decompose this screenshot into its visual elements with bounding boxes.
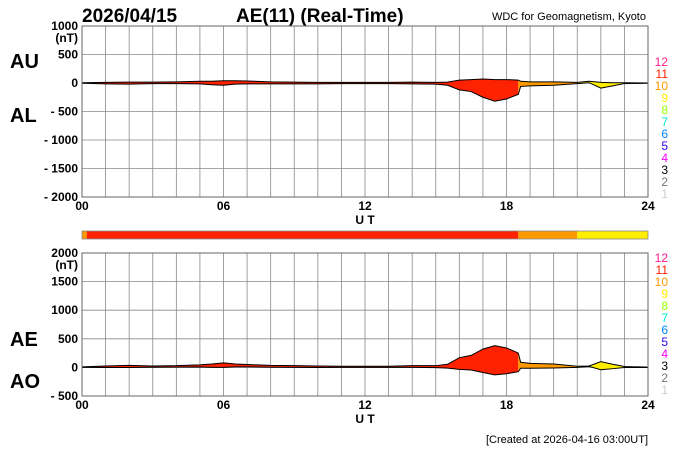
- upper-curve: [81, 78, 649, 84]
- unit-label: (nT): [55, 258, 78, 272]
- station-legend-6: 6: [661, 323, 668, 337]
- plot-frame: [81, 25, 649, 198]
- station-legend-9: 9: [661, 91, 668, 105]
- station-legend-6: 6: [661, 127, 668, 141]
- station-bar-segment: [577, 231, 648, 239]
- station-legend-11: 11: [656, 263, 669, 277]
- chart-title: AE(11) (Real-Time): [236, 6, 404, 27]
- x-tick-label: 18: [500, 398, 514, 412]
- station-bar-segment: [86, 231, 519, 239]
- station-legend-11: 11: [656, 67, 669, 81]
- station-legend-10: 10: [655, 275, 669, 289]
- station-legend-3: 3: [661, 359, 668, 373]
- plot-frame: [81, 252, 649, 397]
- y-tick-label: 1500: [51, 275, 78, 289]
- series-label-ao: AO: [10, 371, 40, 393]
- station-legend-5: 5: [661, 139, 668, 153]
- y-tick-label: - 500: [51, 105, 79, 119]
- y-tick-label: - 1500: [44, 162, 78, 176]
- station-legend-3: 3: [661, 163, 668, 177]
- y-tick-label: 500: [58, 332, 78, 346]
- station-legend-5: 5: [661, 335, 668, 349]
- x-tick-label: 12: [358, 199, 372, 213]
- y-tick-label: 2000: [51, 246, 78, 260]
- area-segment: [518, 353, 578, 372]
- station-legend-10: 10: [655, 79, 669, 93]
- x-tick-label: 24: [641, 199, 655, 213]
- x-tick-label: 24: [641, 398, 655, 412]
- station-legend-8: 8: [661, 103, 668, 117]
- y-tick-label: - 1000: [44, 133, 78, 147]
- x-tick-label: 06: [217, 199, 231, 213]
- x-tick-label: 00: [75, 199, 89, 213]
- upper-curve: [81, 345, 649, 368]
- station-legend-4: 4: [661, 151, 668, 165]
- station-legend-1: 1: [661, 187, 668, 201]
- y-tick-label: 500: [58, 48, 78, 62]
- unit-label: (nT): [55, 31, 78, 45]
- lower-curve: [81, 365, 648, 376]
- x-tick-label: 12: [358, 398, 372, 412]
- x-axis-label: U T: [355, 213, 375, 227]
- station-bar-segment: [518, 231, 578, 239]
- station-legend-4: 4: [661, 347, 668, 361]
- series-label-ae: AE: [10, 329, 38, 351]
- y-tick-label: - 2000: [44, 190, 78, 204]
- area-segment: [518, 80, 578, 95]
- date-label: 2026/04/15: [82, 6, 178, 27]
- created-label: [Created at 2026-04-16 03:00UT]: [486, 434, 648, 446]
- station-legend-2: 2: [661, 175, 668, 189]
- series-label-au: AU: [10, 51, 39, 73]
- x-tick-label: 18: [500, 199, 514, 213]
- station-bar-frame: [81, 230, 649, 240]
- x-tick-label: 00: [75, 398, 89, 412]
- x-tick-label: 06: [217, 398, 231, 412]
- station-bar-segment: [82, 231, 87, 239]
- source-label: WDC for Geomagnetism, Kyoto: [492, 11, 646, 23]
- station-legend-8: 8: [661, 299, 668, 313]
- station-legend-1: 1: [661, 383, 668, 397]
- station-legend-9: 9: [661, 287, 668, 301]
- station-legend-7: 7: [661, 115, 668, 129]
- x-axis-label: U T: [355, 412, 375, 426]
- station-legend-7: 7: [661, 311, 668, 325]
- y-tick-label: 0: [71, 360, 78, 374]
- panel-au-al: 1000 500 0 - 500 - 1000 - 1500 - 2000 (nT) 00 06 1…: [10, 19, 668, 227]
- y-tick-label: - 500: [51, 389, 79, 403]
- station-legend-2: 2: [661, 371, 668, 385]
- y-tick-label: 1000: [51, 303, 78, 317]
- station-legend-12: 12: [655, 55, 669, 69]
- lower-curve: [81, 82, 649, 102]
- station-legend-12: 12: [655, 251, 669, 265]
- station-count-bar: [81, 230, 649, 240]
- series-label-al: AL: [10, 105, 37, 127]
- y-tick-label: 1000: [51, 19, 78, 33]
- y-tick-label: 0: [71, 76, 78, 90]
